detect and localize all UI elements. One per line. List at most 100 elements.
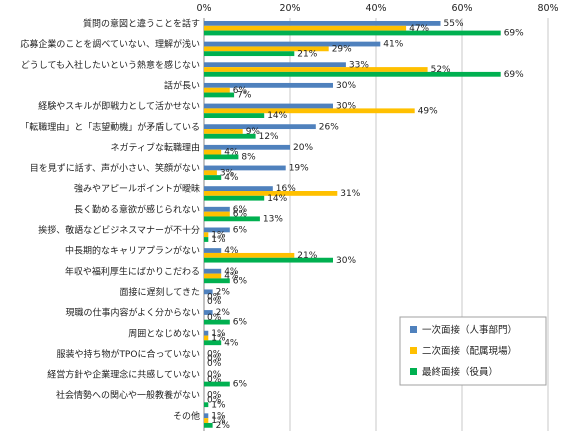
category-label: 年収や福利厚生にばかりこだわる xyxy=(65,265,200,277)
data-label: 0% xyxy=(207,313,222,323)
x-axis-ticks: 0% 20% 40% 60% 80% xyxy=(196,3,558,14)
value-labels: 55%47% 69%41%29%21%33% 52% 69%30%6%7%30% 49%… xyxy=(207,19,524,431)
data-label: 1% xyxy=(211,235,226,245)
data-label: 0% xyxy=(207,391,222,401)
legend-frame xyxy=(399,316,547,386)
bar xyxy=(204,319,230,325)
data-label: 16% xyxy=(276,184,296,194)
data-label: 0% xyxy=(207,396,222,406)
category-label: 長く勤める意欲が感じられない xyxy=(74,203,200,215)
bar xyxy=(204,133,256,139)
legend-label-series-3: 最終面接（役員） xyxy=(422,366,498,378)
category-label: 話が長い xyxy=(164,79,200,91)
bar xyxy=(204,154,239,160)
bar xyxy=(204,25,407,31)
data-label: 0% xyxy=(207,354,222,364)
data-label: 2% xyxy=(216,308,231,318)
data-label: 6% xyxy=(233,210,248,220)
bar xyxy=(204,103,333,109)
data-label: 4% xyxy=(224,173,239,183)
bar xyxy=(204,87,230,93)
data-label: 20% xyxy=(293,143,313,153)
data-label: 21% xyxy=(297,49,317,59)
bar xyxy=(204,108,415,114)
bar xyxy=(204,124,316,130)
data-label: 19% xyxy=(289,164,309,174)
bar xyxy=(204,71,501,77)
data-label: 0% xyxy=(207,375,222,385)
data-label: 14% xyxy=(267,194,287,204)
bar xyxy=(204,165,286,171)
category-label: 「転職理由」と「志望動機」が矛盾している xyxy=(20,121,200,133)
data-label: 6% xyxy=(233,380,248,390)
data-label: 41% xyxy=(383,40,403,50)
bar xyxy=(204,413,209,419)
data-label: 30% xyxy=(336,81,356,91)
data-label: 47% xyxy=(409,24,429,34)
category-labels: 質問の意図と違うことを話す応募企業のことを調べていない、理解が浅いどうしても入社… xyxy=(20,18,200,422)
data-label: 69% xyxy=(504,29,524,39)
category-label: 挨拶、敬語などビジネスマナーが不十分 xyxy=(38,224,200,236)
legend-label-series-1: 一次面接（人事部門） xyxy=(422,324,517,336)
data-label: 21% xyxy=(297,251,317,261)
data-label: 26% xyxy=(319,122,339,132)
legend-swatch-series-1 xyxy=(410,326,417,333)
category-label: 経営方針や企業理念に共感していない xyxy=(47,369,200,381)
bar xyxy=(204,227,230,233)
data-label: 33% xyxy=(349,60,369,70)
data-label: 30% xyxy=(336,102,356,112)
bar xyxy=(204,310,213,315)
data-label: 55% xyxy=(444,19,464,29)
data-label: 6% xyxy=(233,226,248,236)
data-label: 2% xyxy=(216,421,231,431)
category-label: どうしても入社したいという熱意を感じない xyxy=(21,59,200,71)
data-label: 4% xyxy=(224,148,239,158)
data-label: 0% xyxy=(207,370,222,380)
category-label: 経験やスキルが即戦力として活かせない xyxy=(38,100,200,112)
data-label: 0% xyxy=(207,292,222,302)
bar xyxy=(204,186,273,191)
data-label: 4% xyxy=(224,338,239,348)
data-label: 9% xyxy=(246,127,261,137)
data-label: 69% xyxy=(504,70,524,80)
bar xyxy=(204,418,209,423)
x-tick-label: 60% xyxy=(451,3,472,14)
data-label: 29% xyxy=(332,44,352,54)
bar xyxy=(204,191,338,196)
bar xyxy=(204,211,230,217)
bar xyxy=(204,216,260,222)
category-label: 社会情勢への関心や一般教養がない xyxy=(56,389,200,401)
bar xyxy=(204,278,230,284)
x-tick-label: 0% xyxy=(196,3,211,14)
bar xyxy=(204,402,209,408)
data-label: 8% xyxy=(241,153,256,163)
bar xyxy=(204,289,213,295)
data-label: 0% xyxy=(207,359,222,369)
category-label: 現職の仕事内容がよく分からない xyxy=(65,307,200,319)
bar xyxy=(204,330,209,336)
data-label: 52% xyxy=(431,65,451,75)
data-label: 6% xyxy=(233,318,248,328)
legend: 一次面接（人事部門） 二次面接（配属現場） 最終面接（役員） xyxy=(399,316,547,386)
legend-swatch-series-2 xyxy=(410,347,417,354)
x-tick-label: 80% xyxy=(537,3,558,14)
legend-swatch-series-3 xyxy=(410,368,417,375)
bar xyxy=(204,62,346,68)
bar xyxy=(204,268,222,274)
data-label: 14% xyxy=(267,111,287,121)
bar xyxy=(204,149,222,155)
data-label: 1% xyxy=(211,400,226,410)
category-label: 応募企業のことを調べていない、理解が浅い xyxy=(20,38,200,50)
x-tick-label: 40% xyxy=(365,3,386,14)
bar xyxy=(204,46,329,52)
bar xyxy=(204,252,295,258)
category-label: 質問の意図と違うことを話す xyxy=(83,18,200,30)
bar xyxy=(204,273,222,279)
bar xyxy=(204,144,290,150)
category-label: 中長期的なキャリアプランがない xyxy=(65,245,200,257)
data-label: 49% xyxy=(418,106,438,116)
bar xyxy=(204,67,428,72)
data-label: 0% xyxy=(207,349,222,359)
data-label: 1% xyxy=(211,329,226,339)
